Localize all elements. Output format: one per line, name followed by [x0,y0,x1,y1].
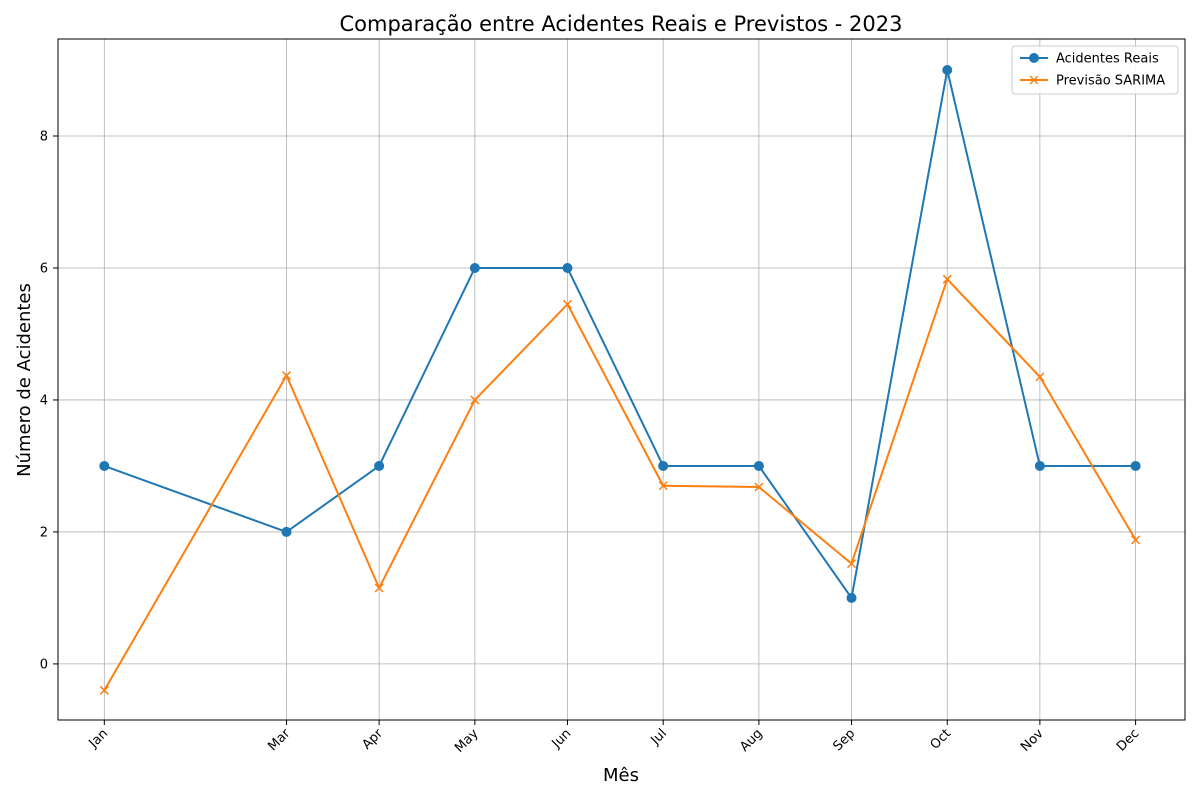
plot-area-frame [57,38,1186,721]
x-axis-title: Mês [603,765,639,786]
series-layer [99,65,1141,695]
y-tick-label: 8 [40,130,48,145]
axis-ticks: Jan Mar Apr May Jun Jul Aug Sep Oct Nov Dec 0 2 4 6 8 [40,130,1143,756]
data-point [562,299,572,309]
x-tick-label: Oct [928,726,955,753]
data-point [1035,372,1045,382]
x-tick-label: Aug [737,726,766,755]
grid [58,39,1185,720]
x-tick-label: Nov [1018,726,1047,755]
series-1 [99,65,1141,603]
data-point [847,559,857,569]
legend-label: Previsão SARIMA [1056,74,1165,89]
y-tick-label: 6 [40,261,48,276]
legend-marker [1029,75,1039,85]
data-point [658,481,668,491]
series-line [103,278,1137,691]
x-tick-label: Jul [648,726,670,748]
data-point [1130,460,1141,471]
data-point [846,592,857,603]
y-tick-label: 4 [40,393,48,408]
data-point [99,685,109,695]
data-point [942,274,952,284]
data-point [754,482,764,492]
data-point [281,526,292,537]
legend-item: Acidentes Reais [1020,52,1159,67]
data-point [1034,460,1045,471]
legend-label: Acidentes Reais [1056,52,1159,67]
series-line [103,69,1136,599]
data-point [374,460,385,471]
x-tick-label: Apr [359,726,386,753]
y-axis-title: Número de Acidentes [14,283,35,477]
data-point [753,460,764,471]
chart-title: Comparação entre Acidentes Reais e Previ… [339,12,902,36]
data-point [562,262,573,273]
x-tick-label: Sep [830,726,858,754]
data-point [942,65,953,76]
y-tick-label: 2 [40,525,48,540]
x-tick-label: Jun [549,726,575,752]
series-2 [99,274,1141,695]
data-point [470,395,480,405]
x-tick-label: Dec [1114,726,1142,754]
data-point [374,583,384,593]
y-tick-label: 0 [40,657,48,672]
x-tick-label: Mar [265,726,293,754]
x-tick-label: May [452,726,482,756]
legend-marker [1029,53,1039,63]
x-tick-label: Jan [86,726,111,751]
data-point [1131,535,1141,545]
data-point [99,460,110,471]
legend-item: Previsão SARIMA [1020,74,1165,89]
data-point [658,460,669,471]
data-point [469,262,480,273]
legend-box [1011,45,1179,95]
legend: Acidentes Reais Previsão SARIMA [1011,45,1179,95]
data-point [281,371,292,381]
